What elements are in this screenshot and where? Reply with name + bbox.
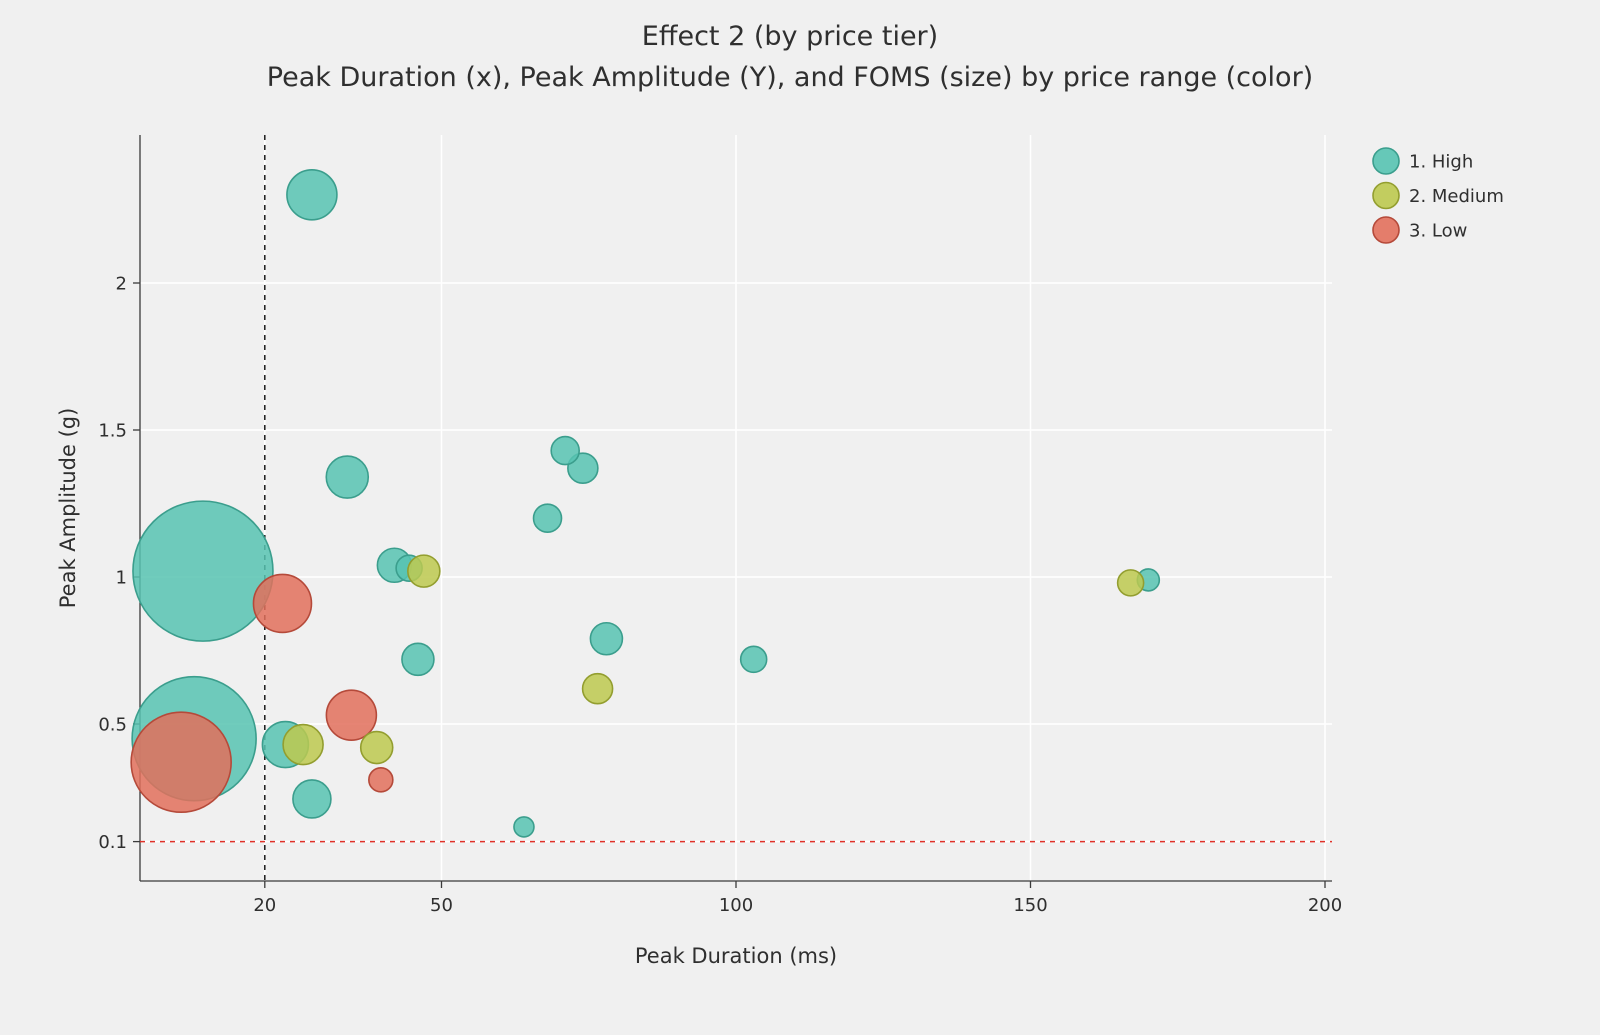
chart-subtitle: Peak Duration (x), Peak Amplitude (Y), a… (267, 62, 1313, 93)
reference-lines (140, 135, 1332, 881)
x-axis-title: Peak Duration (ms) (635, 944, 837, 968)
bubble (407, 554, 441, 588)
legend-swatch (1372, 181, 1400, 210)
x-tick-label: 50 (430, 895, 453, 916)
bubble (292, 779, 332, 819)
bubble (532, 503, 563, 534)
y-tick-label: 1 (116, 567, 127, 588)
bubble (130, 711, 232, 814)
axes (133, 135, 1332, 888)
legend-swatch (1372, 216, 1400, 244)
bubble (513, 816, 535, 838)
bubble (132, 500, 274, 642)
y-tick-label: 2 (116, 273, 127, 294)
legend-label: 2. Medium (1409, 186, 1504, 207)
legend-label: 1. High (1409, 151, 1473, 172)
gridlines (140, 135, 1332, 881)
bubble (286, 169, 338, 221)
chart-title: Effect 2 (by price tier) (642, 21, 938, 52)
bubble (739, 645, 768, 674)
x-tick-label: 200 (1308, 895, 1342, 916)
tick-labels: 20 50 100 150 200 0.1 0.5 1 1.5 2 (98, 273, 1342, 916)
legend-label: 3. Low (1409, 220, 1467, 241)
bubble (368, 767, 394, 793)
bubble (589, 621, 624, 656)
y-axis-title: Peak Amplitude (g) (56, 408, 80, 609)
bubble-series (130, 169, 1161, 838)
bubble (581, 672, 614, 705)
legend-swatch (1372, 147, 1400, 175)
bubble (252, 573, 313, 634)
bubble (325, 455, 370, 499)
y-tick-label: 0.5 (98, 714, 127, 735)
y-tick-label: 0.1 (98, 832, 127, 853)
bubble (401, 642, 435, 677)
x-tick-label: 150 (1013, 895, 1047, 916)
bubble (359, 730, 394, 765)
y-tick-label: 1.5 (98, 420, 127, 441)
legend: 1. High 2. Medium 3. Low (1372, 147, 1504, 244)
x-tick-label: 100 (719, 895, 753, 916)
bubble (325, 689, 378, 741)
bubble (550, 435, 580, 466)
bubble (1116, 569, 1145, 597)
bubble (282, 723, 324, 766)
x-tick-label: 20 (253, 895, 276, 916)
